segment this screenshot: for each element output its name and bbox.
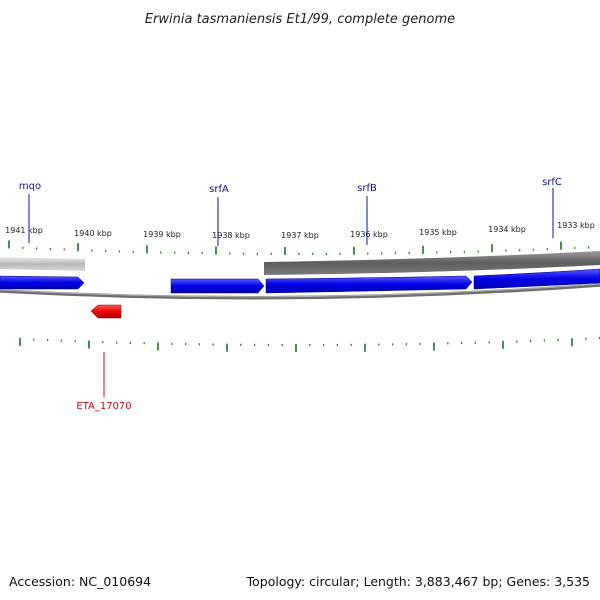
gene-arrow-ETA_17070[interactable] (90, 304, 122, 319)
region-band-left (0, 257, 85, 271)
kbp-label-1935: 1935 kbp (419, 228, 457, 237)
gene-arrow-srfB[interactable] (265, 275, 473, 294)
gene-arrow-srfC[interactable] (473, 268, 600, 290)
kbp-label-1936: 1936 kbp (350, 230, 388, 239)
kbp-label-1939: 1939 kbp (143, 230, 181, 239)
genome-stats: Topology: circular; Length: 3,883,467 bp… (246, 574, 590, 589)
gene-label-ETA_17070[interactable]: ETA_17070 (76, 401, 131, 412)
kbp-label-1934: 1934 kbp (488, 225, 526, 234)
gene-label-srfC[interactable]: srfC (542, 177, 562, 188)
inner-tick-ring (19, 337, 600, 352)
gene-labels: mqo srfA srfB srfC ETA_17070 (19, 177, 562, 412)
kbp-label-1940: 1940 kbp (74, 229, 112, 238)
genome-backbone (0, 283, 600, 300)
kbp-scale: 1941 kbp 1940 kbp 1939 kbp 1938 kbp 1937… (5, 221, 595, 240)
genome-backbone-highlight (0, 283, 600, 298)
accession-text: Accession: NC_010694 (9, 574, 152, 589)
kbp-label-1938: 1938 kbp (212, 231, 250, 240)
gene-label-srfB[interactable]: srfB (357, 183, 377, 194)
kbp-label-1937: 1937 kbp (281, 231, 319, 240)
kbp-label-1933: 1933 kbp (557, 221, 595, 230)
outer-tick-ring (8, 240, 590, 255)
region-band-right (264, 251, 600, 275)
kbp-label-1941: 1941 kbp (5, 226, 43, 235)
genome-title: Erwinia tasmaniensis Et1/99, complete ge… (145, 12, 455, 27)
gene-arrow-srfA[interactable] (170, 278, 265, 294)
gene-label-mqo[interactable]: mqo (19, 181, 41, 192)
gene-label-srfA[interactable]: srfA (209, 184, 229, 195)
gene-arrow-mqo[interactable] (0, 275, 85, 290)
